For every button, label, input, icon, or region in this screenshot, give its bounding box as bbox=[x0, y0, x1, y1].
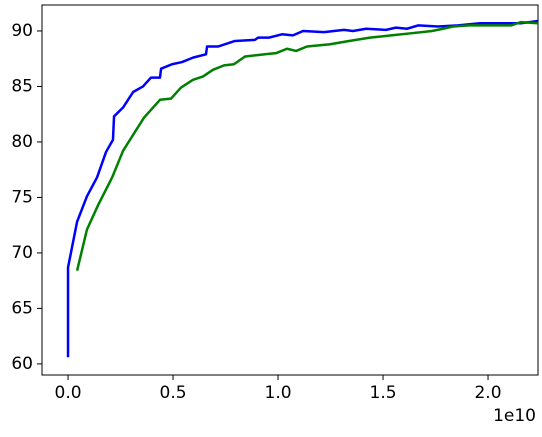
x-offset-label: 1e10 bbox=[493, 406, 536, 426]
y-tick-label: 90 bbox=[11, 21, 33, 41]
data-line bbox=[75, 20, 539, 271]
x-tick-label: 0.5 bbox=[160, 383, 187, 403]
y-tick-label: 75 bbox=[11, 187, 33, 207]
y-tick-label: 65 bbox=[11, 298, 33, 318]
x-tick-label: 0.0 bbox=[55, 383, 82, 403]
x-tick-label: 2.0 bbox=[474, 383, 501, 403]
y-tick-label: 60 bbox=[11, 354, 33, 374]
x-tick-label: 1.0 bbox=[265, 383, 292, 403]
y-tick-label: 70 bbox=[11, 243, 33, 263]
data-line bbox=[66, 19, 539, 358]
x-tick-label: 1.5 bbox=[370, 383, 397, 403]
plot-frame bbox=[41, 4, 539, 376]
y-tick-label: 80 bbox=[11, 132, 33, 152]
y-tick-label: 85 bbox=[11, 76, 33, 96]
